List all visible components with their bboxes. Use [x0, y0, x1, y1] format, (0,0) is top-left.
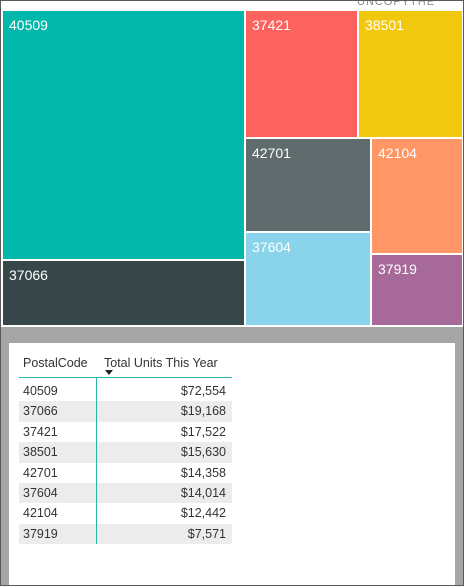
table-row[interactable]: 37421 $17,522	[19, 422, 232, 442]
treemap-tile-label: 37421	[252, 17, 291, 33]
canvas-divider	[1, 327, 463, 343]
table-row[interactable]: 37066 $19,168	[19, 401, 232, 422]
treemap-tile-label: 37919	[378, 261, 417, 277]
treemap-tile-42104[interactable]: 42104	[372, 139, 462, 253]
cell-total-units: $17,522	[180, 424, 226, 439]
header-underline	[19, 377, 232, 378]
cell-total-units: $14,014	[180, 485, 226, 500]
table-row[interactable]: 42104 $12,442	[19, 503, 232, 523]
cell-total-units: $7,571	[187, 526, 226, 541]
treemap-visual[interactable]: UNCOPYTHE 40509 37066 37421 38501 42701 …	[1, 1, 463, 327]
cell-total-units: $19,168	[180, 404, 226, 419]
sort-descending-icon[interactable]	[105, 370, 113, 375]
data-table: PostalCode Total Units This Year 40509 $…	[19, 355, 232, 545]
cell-postalcode: 40509	[23, 384, 58, 398]
visual-header-label: UNCOPYTHE	[357, 0, 436, 7]
treemap-tile-label: 38501	[365, 17, 404, 33]
treemap-tile-37421[interactable]: 37421	[246, 11, 357, 137]
cell-postalcode: 37919	[23, 526, 58, 541]
canvas-margin-left	[1, 343, 9, 585]
treemap-tile-label: 37604	[252, 239, 291, 255]
treemap-tile-label: 37066	[9, 267, 48, 283]
table-header: PostalCode Total Units This Year	[19, 355, 232, 381]
treemap-tile-40509[interactable]: 40509	[3, 11, 244, 259]
cell-total-units: $15,630	[180, 445, 226, 460]
table-row[interactable]: 37604 $14,014	[19, 482, 232, 504]
cell-total-units: $14,358	[180, 465, 226, 480]
column-header-postalcode[interactable]: PostalCode	[23, 356, 88, 370]
cell-postalcode: 37066	[23, 404, 58, 419]
treemap-tile-37919[interactable]: 37919	[372, 255, 462, 325]
table-row[interactable]: 37919 $7,571	[19, 523, 232, 545]
cell-postalcode: 38501	[23, 445, 58, 460]
cell-total-units: $72,554	[180, 384, 226, 398]
treemap-tile-37604[interactable]: 37604	[246, 233, 370, 325]
table-row[interactable]: 42701 $14,358	[19, 463, 232, 483]
treemap-tile-label: 40509	[9, 17, 48, 33]
treemap-tile-37066[interactable]: 37066	[3, 261, 244, 325]
table-row[interactable]: 38501 $15,630	[19, 442, 232, 463]
cell-postalcode: 37604	[23, 485, 58, 500]
cell-postalcode: 42104	[23, 506, 58, 521]
table-row[interactable]: 40509 $72,554	[19, 381, 232, 401]
treemap-tile-38501[interactable]: 38501	[359, 11, 462, 137]
column-header-total-units[interactable]: Total Units This Year	[104, 356, 218, 370]
treemap-tile-label: 42701	[252, 145, 291, 161]
cell-postalcode: 42701	[23, 465, 58, 480]
canvas-margin-right	[455, 343, 463, 585]
treemap-tile-label: 42104	[378, 145, 417, 161]
cell-postalcode: 37421	[23, 424, 58, 439]
column-divider	[96, 377, 97, 544]
cell-total-units: $12,442	[180, 506, 226, 521]
table-visual[interactable]: PostalCode Total Units This Year 40509 $…	[9, 343, 455, 585]
treemap-tile-42701[interactable]: 42701	[246, 139, 370, 231]
